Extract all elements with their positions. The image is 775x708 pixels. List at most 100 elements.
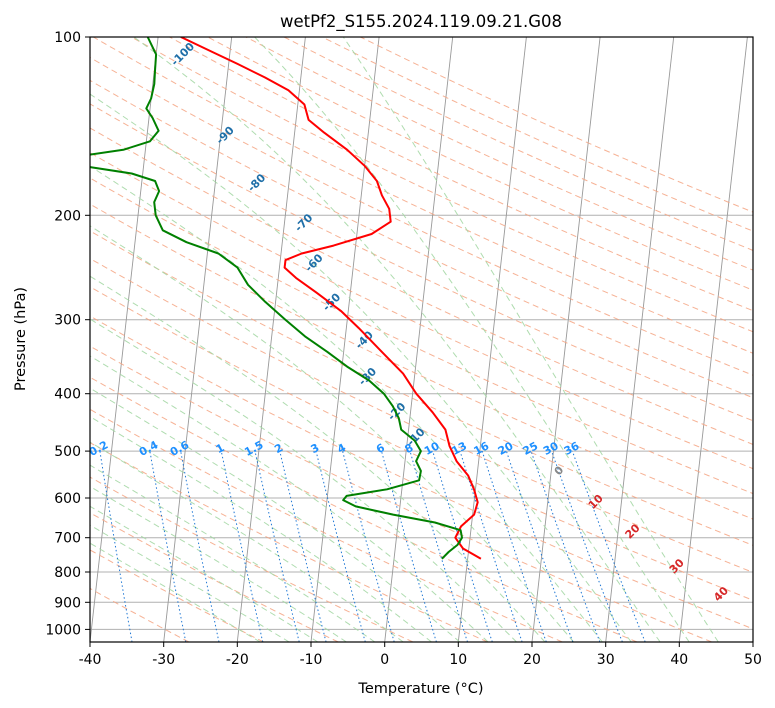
- moist-adiabat-line: [90, 505, 319, 642]
- mixing-ratio-line: [530, 450, 601, 642]
- dry-adiabat-line: [321, 37, 753, 232]
- x-tick-label: 50: [744, 652, 762, 668]
- isotherm-line: [163, 37, 233, 642]
- y-tick-label: 200: [54, 208, 81, 224]
- x-tick-label: 10: [449, 652, 467, 668]
- dry-adiabat-line: [90, 103, 753, 422]
- isotherm-line: [457, 37, 527, 642]
- moist-adiabat-label: 20: [623, 521, 643, 541]
- mixing-ratio-label: 13: [449, 439, 469, 458]
- moist-adiabat-line: [90, 225, 574, 642]
- mixing-ratio-label: 0.6: [168, 438, 192, 459]
- x-tick-label: -40: [79, 652, 102, 668]
- dry-adiabat-line: [93, 37, 753, 354]
- sounding-profiles: [90, 37, 482, 560]
- moist-adiabat-line: [90, 93, 632, 642]
- moist-adiabat-line: [90, 524, 290, 642]
- dry-adiabat-line: [90, 476, 414, 642]
- x-tick-label: 40: [670, 652, 688, 668]
- mixing-ratio-line: [571, 450, 646, 642]
- moist-adiabat-line: [90, 318, 517, 642]
- mixing-ratio-line: [279, 450, 327, 642]
- dry-adiabat-line: [90, 315, 753, 630]
- x-axis-title: Temperature (°C): [357, 681, 483, 697]
- dry-adiabat-line: [90, 442, 488, 642]
- plot-area: 0.2 0.4 0.6 1 1.5 2 3 4 6 8 10 13 16 20 25 30 36-100-90-…: [90, 37, 753, 642]
- y-tick-label: 900: [54, 595, 81, 611]
- dry-adiabat-label: -60: [302, 251, 325, 274]
- isotherm-line: [605, 37, 675, 642]
- mixing-ratio-line: [149, 451, 187, 642]
- pressure-gridlines: [90, 37, 753, 630]
- dry-adiabat-label: -90: [214, 124, 237, 147]
- moist-adiabat-label: 0: [552, 463, 567, 478]
- mixing-ratio-line: [180, 451, 220, 642]
- moist-adiabat-line: [342, 37, 719, 642]
- y-tick-label: 100: [54, 30, 81, 46]
- mixing-ratio-label: 2: [272, 441, 285, 456]
- y-tick-label: 300: [54, 313, 81, 329]
- moist-adiabat-label: 40: [711, 584, 731, 604]
- x-tick-label: 30: [597, 652, 615, 668]
- dry-adiabat-line: [90, 408, 563, 642]
- dry-adiabat-line: [90, 152, 753, 470]
- chart-title: wetPf2_S155.2024.119.09.21.G08: [280, 12, 562, 32]
- mixing-ratio-label: 1: [214, 441, 227, 456]
- y-tick-label: 700: [54, 531, 81, 547]
- mixing-ratio-line: [551, 450, 623, 642]
- mixing-ratio-line: [342, 450, 395, 642]
- x-tick-label: -20: [226, 652, 249, 668]
- dry-adiabat-label: -30: [356, 365, 379, 388]
- mixing-ratio-label: 3: [309, 441, 322, 456]
- moist-adiabat-label: 30: [667, 556, 687, 576]
- y-tick-label: 800: [54, 565, 81, 581]
- dry-adiabat-line: [90, 177, 753, 495]
- y-tick-label: 600: [54, 491, 81, 507]
- x-axis-ticks: -40 -30 -20 -10 0 10 20 30 40 50: [79, 642, 762, 668]
- mixing-ratio-line: [432, 450, 493, 642]
- dry-adiabat-line: [360, 37, 753, 213]
- mixing-ratio-label: 0.4: [137, 438, 161, 459]
- temperature-profile-line: [180, 37, 482, 560]
- x-tick-label: 20: [523, 652, 541, 668]
- mixing-ratio-label: 16: [472, 439, 492, 458]
- mixing-ratio-label: 36: [562, 439, 582, 458]
- moist-adiabat-line: [133, 37, 661, 642]
- y-axis-ticks: 100 200 300 400 500 600 700 800 900 1000: [45, 30, 90, 638]
- mixing-ratio-label: 6: [374, 441, 387, 456]
- x-tick-label: 0: [380, 652, 389, 668]
- moist-adiabat-line: [90, 355, 489, 642]
- moist-adiabat-label: 10: [586, 492, 606, 512]
- moist-adiabat-line: [90, 464, 376, 642]
- mixing-ratio-label: 25: [521, 439, 541, 458]
- y-tick-label: 1000: [45, 622, 81, 638]
- y-tick-label: 400: [54, 387, 81, 403]
- dry-adiabat-label: -100: [168, 40, 197, 69]
- isotherm-line: [531, 37, 601, 642]
- x-tick-label: -10: [300, 652, 323, 668]
- y-tick-label: 500: [54, 444, 81, 460]
- dewpoint-profile-line: [90, 37, 463, 560]
- x-tick-label: -30: [152, 652, 175, 668]
- dry-adiabat-lines: [90, 37, 753, 642]
- isotherm-line: [90, 37, 159, 642]
- moist-adiabat-line: [90, 387, 461, 642]
- mixing-ratio-line: [254, 450, 300, 642]
- dry-adiabat-line: [90, 549, 264, 642]
- isotherm-line: [384, 37, 454, 642]
- isotherm-line: [236, 37, 306, 642]
- mixing-ratio-line: [99, 451, 133, 642]
- moist-adiabat-lines: [90, 37, 719, 642]
- isotherm-line: [678, 37, 748, 642]
- mixing-ratio-label: 20: [496, 439, 516, 458]
- plot-frame: [89, 36, 754, 643]
- mixing-ratio-line: [315, 450, 366, 642]
- moist-adiabat-line: [90, 275, 546, 642]
- dry-adiabat-line: [90, 56, 753, 376]
- moist-adiabat-line: [90, 165, 603, 642]
- mixing-ratio-line: [409, 450, 468, 642]
- isopleth-labels: 0.2 0.4 0.6 1 1.5 2 3 4 6 8 10 13 16 20 25 30 36-100-90-…: [90, 40, 731, 604]
- isotherm-line: [752, 637, 753, 642]
- dry-adiabat-line: [90, 79, 753, 399]
